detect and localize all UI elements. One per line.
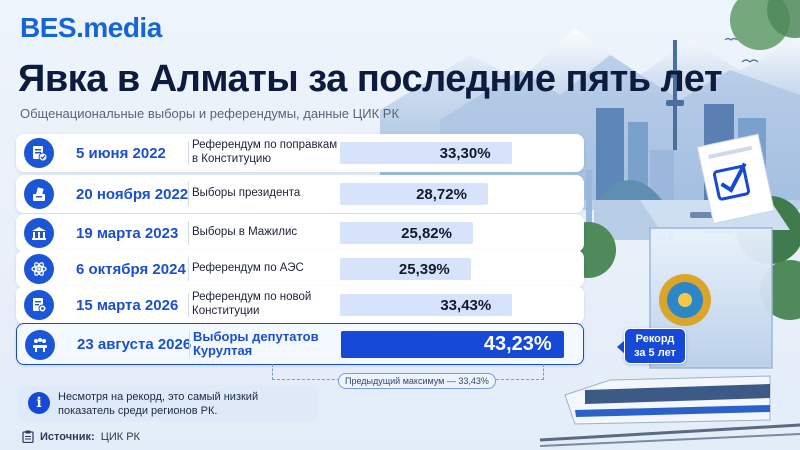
source-value: ЦИК РК (100, 430, 140, 443)
clipboard-icon (22, 430, 34, 443)
bar-2024-10 (340, 258, 471, 280)
page-subtitle: Общенациональные выборы и референдумы, д… (20, 106, 400, 121)
record-pointer (617, 340, 625, 354)
previous-max-note: Предыдущий максимум — 33,43% (338, 373, 496, 389)
source-label: Источник: (40, 430, 95, 443)
row-divider (188, 141, 189, 165)
note-text: Несмотря на рекорд, это самый низкий пок… (58, 391, 259, 418)
row-event: Референдум по АЭС (192, 262, 304, 275)
bar-2023-03 (340, 222, 474, 244)
assembly-people-icon (25, 330, 55, 360)
value-label: 33,30% (439, 144, 491, 162)
row-divider (188, 257, 189, 281)
ballot-hand-icon (24, 179, 54, 209)
record-line-2: за 5 лет (634, 346, 676, 359)
bar-2026-08 (341, 331, 564, 358)
row-event: Выборы президента (192, 187, 301, 200)
row-event: Референдум по новой Конституции (192, 291, 312, 317)
row-date: 23 августа 2026 (77, 335, 192, 353)
value-label: 25,39% (398, 260, 450, 278)
chart-row: 6 октября 2024 Референдум по АЭС 25,39% (16, 250, 584, 288)
row-event: Выборы в Мажилис (192, 226, 298, 239)
record-line-1: Рекорд (635, 333, 675, 345)
row-date: 5 июня 2022 (76, 144, 166, 162)
value-label: 25,82% (401, 224, 452, 242)
brand-logo[interactable]: BES.media (20, 12, 162, 43)
row-divider (188, 293, 189, 317)
chart-row: 19 марта 2023 Выборы в Мажилис 25,82% (16, 214, 584, 252)
document-seal-icon (24, 290, 54, 320)
info-icon: i (28, 392, 50, 414)
row-divider (188, 221, 189, 245)
row-event: Референдум по поправкам в Конституцию (192, 139, 338, 165)
row-date: 15 марта 2026 (76, 296, 179, 314)
chart-row: 20 ноября 2022 Выборы президента 28,72% (16, 175, 584, 213)
bar-2026-03 (340, 294, 513, 316)
chart-row: 15 марта 2026 Референдум по новой Консти… (16, 286, 584, 324)
bar-2022-06 (340, 142, 512, 164)
value-label: 28,72% (416, 185, 467, 203)
parliament-building-icon (24, 218, 54, 248)
document-check-icon (24, 138, 54, 168)
row-divider (189, 331, 190, 357)
row-date: 20 ноября 2022 (76, 185, 189, 203)
info-note: i Несмотря на рекорд, это самый низкий п… (18, 385, 318, 421)
value-label: 43,23% (483, 332, 552, 355)
value-label: 33,43% (440, 296, 492, 314)
source-line: Источник: ЦИК РК (22, 430, 140, 443)
atom-icon (24, 254, 54, 284)
row-date: 19 марта 2023 (76, 224, 179, 242)
chart-row-highlight: 23 августа 2026 Выборы депутатов Курулта… (16, 323, 584, 365)
page-title: Явка в Алматы за последние пять лет (18, 58, 723, 100)
bar-2022-11 (340, 183, 489, 205)
row-divider (188, 182, 189, 206)
row-date: 6 октября 2024 (76, 260, 186, 278)
chart-row: 5 июня 2022 Референдум по поправкам в Ко… (16, 134, 584, 172)
row-event: Выборы депутатов Курултая (193, 328, 319, 358)
record-badge: Рекорд за 5 лет (624, 328, 686, 364)
